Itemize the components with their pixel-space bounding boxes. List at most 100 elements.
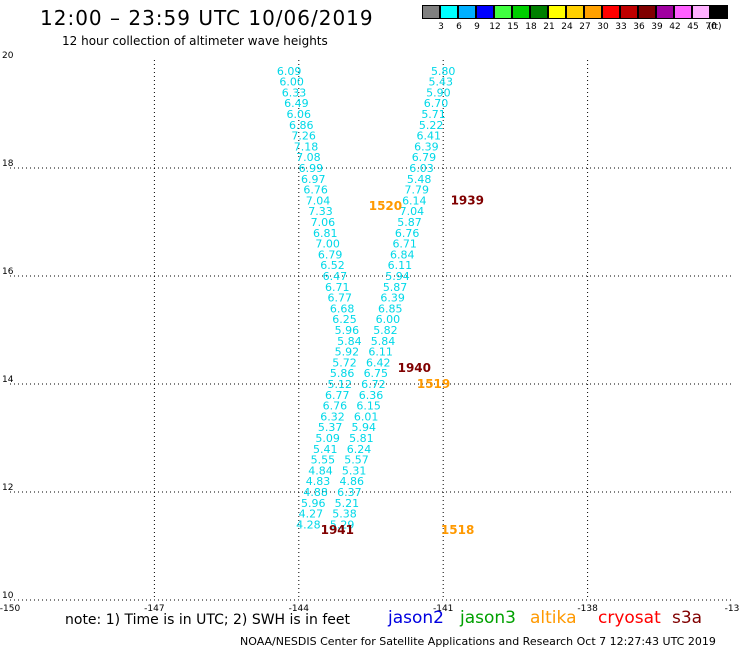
colorbar-swatch [620, 5, 638, 19]
time-label: 1519 [417, 377, 450, 391]
swh-value: 6.25 [332, 313, 357, 326]
colorbar-swatch [530, 5, 548, 19]
time-label: 1941 [321, 523, 354, 537]
swh-value: 5.82 [373, 324, 398, 337]
swh-value: 6.76 [323, 400, 348, 413]
swh-value: 7.04 [400, 205, 425, 218]
swh-value: 4.28 [296, 518, 321, 531]
swh-value: 5.87 [383, 281, 408, 294]
time-label: 1520 [369, 199, 402, 213]
swh-value: 5.37 [318, 421, 343, 434]
swh-value: 5.21 [335, 497, 360, 510]
legend-item-jason2: jason2 [388, 608, 444, 628]
swh-value: 6.97 [301, 173, 326, 186]
swh-value: 7.04 [306, 194, 331, 207]
legend-item-jason3: jason3 [460, 608, 516, 628]
swh-value: 5.86 [330, 367, 355, 380]
legend-item-cryosat: cryosat [598, 608, 661, 628]
swh-value: 6.00 [279, 76, 304, 89]
colorbar-label: 39 [651, 22, 663, 32]
colorbar-label: 36 [633, 22, 645, 32]
swh-value: 5.81 [349, 432, 374, 445]
colorbar-swatch [422, 5, 440, 19]
swh-value: 6.33 [282, 86, 307, 99]
legend-item-altika: altika [530, 608, 577, 628]
swh-value: 5.55 [311, 454, 336, 467]
swh-value: 4.86 [339, 475, 364, 488]
colorbar-swatch [494, 5, 512, 19]
swh-value: 6.75 [364, 367, 389, 380]
swh-value: 6.09 [277, 65, 302, 78]
swh-value: 6.32 [320, 410, 345, 423]
colorbar-swatch [656, 5, 674, 19]
colorbar-swatch [440, 5, 458, 19]
colorbar-label: 24 [561, 22, 573, 32]
x-tick-label: -138 [577, 604, 598, 614]
swh-value: 5.31 [342, 464, 367, 477]
swh-value: 6.01 [354, 410, 379, 423]
x-tick-label: -144 [289, 604, 310, 614]
legend-item-s3a: s3a [672, 608, 703, 628]
swh-value: 6.76 [395, 227, 420, 240]
swh-value: 5.43 [429, 76, 454, 89]
y-tick-label: 20 [2, 51, 14, 61]
swh-value: 6.72 [361, 378, 386, 391]
time-label: 1940 [398, 361, 431, 375]
swh-value: 5.09 [315, 432, 340, 445]
colorbar-swatch [710, 5, 728, 19]
y-tick-label: 12 [2, 483, 13, 493]
colorbar-swatch [638, 5, 656, 19]
swh-value: 7.08 [296, 151, 321, 164]
swh-value: 6.49 [284, 97, 309, 110]
swh-value: 6.41 [417, 130, 442, 143]
swh-value: 4.27 [299, 508, 324, 521]
y-tick-label: 10 [2, 591, 14, 601]
swh-value: 6.24 [347, 443, 372, 456]
colorbar-label: 70 [705, 22, 717, 32]
colorbar-swatch [548, 5, 566, 19]
swh-value: 6.15 [356, 400, 381, 413]
swh-value: 5.48 [407, 173, 432, 186]
swh-value: 5.22 [419, 119, 444, 132]
swh-value: 5.84 [337, 335, 362, 348]
swh-value: 6.11 [368, 346, 393, 359]
x-tick-label: -141 [433, 604, 453, 614]
swh-value: 6.77 [325, 389, 350, 402]
time-label: 1518 [441, 523, 474, 537]
colorbar-label: 42 [669, 22, 681, 32]
swh-value: 5.12 [327, 378, 352, 391]
swh-value: 6.14 [402, 194, 427, 207]
colorbar-label: 18 [525, 22, 537, 32]
swh-value: 6.39 [414, 140, 439, 153]
swh-value: 5.80 [431, 65, 456, 78]
swh-value: 6.77 [327, 292, 352, 305]
swh-value: 6.79 [318, 248, 343, 261]
swh-value: 6.85 [378, 302, 403, 315]
colorbar: 3 6 9 12 15 18 21 24 27 30 33 36 39 42 45 70 [422, 5, 728, 35]
swh-value: 5.71 [421, 108, 446, 121]
swh-value: 6.70 [424, 97, 449, 110]
colorbar-label: 6 [456, 22, 462, 32]
swh-value: 6.36 [359, 389, 384, 402]
swh-value: 7.06 [311, 216, 336, 229]
swh-value: 6.81 [313, 227, 338, 240]
footer-credit: NOAA/NESDIS Center for Satellite Applica… [240, 635, 716, 648]
swh-value: 6.47 [323, 270, 348, 283]
swh-value: 5.94 [352, 421, 377, 434]
colorbar-label: 45 [687, 22, 699, 32]
colorbar-swatch [476, 5, 494, 19]
colorbar-label: 15 [507, 22, 519, 32]
chart-subtitle: 12 hour collection of altimeter wave hei… [62, 34, 328, 48]
swh-value: 4.83 [306, 475, 331, 488]
swh-value: 6.68 [330, 302, 355, 315]
swh-value: 6.79 [412, 151, 437, 164]
swh-value: 6.86 [289, 119, 314, 132]
note-text: note: 1) Time is in UTC; 2) SWH is in fe… [65, 612, 351, 628]
y-tick-label: 16 [2, 267, 14, 277]
swh-value: 4.84 [308, 464, 333, 477]
swh-value: 6.52 [320, 259, 345, 272]
colorbar-swatch [674, 5, 692, 19]
swh-value: 5.96 [335, 324, 360, 337]
colorbar-swatch [458, 5, 476, 19]
chart-title: 12:00 – 23:59 UTC 10/06/2019 [40, 6, 374, 30]
